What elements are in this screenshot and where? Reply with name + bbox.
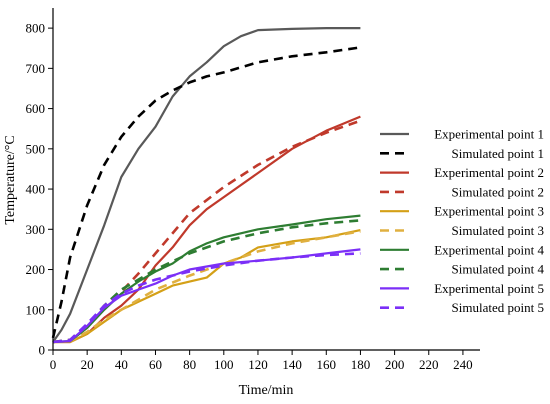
y-tick-label: 400 xyxy=(26,182,46,197)
x-tick-label: 20 xyxy=(81,357,94,372)
legend-label: Simulated point 5 xyxy=(452,300,544,315)
y-tick-label: 0 xyxy=(39,343,46,358)
x-ticks: 0 20 40 60 80 100 120 140 160 180 200 220 240 xyxy=(50,350,473,372)
series-line-6 xyxy=(52,230,361,344)
x-tick-label: 140 xyxy=(282,357,302,372)
x-tick-label: 120 xyxy=(248,357,268,372)
legend-label: Simulated point 3 xyxy=(452,223,544,238)
y-tick-label: 800 xyxy=(26,21,46,36)
x-tick-label: 80 xyxy=(183,357,196,372)
y-axis-title: Temperature/°C xyxy=(3,135,18,224)
x-tick-label: 60 xyxy=(149,357,162,372)
series-line-9 xyxy=(52,248,361,344)
series-line-1 xyxy=(52,27,361,343)
legend-label: Experimental point 2 xyxy=(434,165,544,180)
series-line-2 xyxy=(51,46,361,339)
series-line-10 xyxy=(52,252,361,344)
y-tick-label: 600 xyxy=(26,101,46,116)
x-tick-label: 200 xyxy=(385,357,405,372)
y-tick-label: 100 xyxy=(26,302,46,317)
y-tick-label: 300 xyxy=(26,222,46,237)
x-tick-label: 40 xyxy=(115,357,128,372)
legend-label: Experimental point 1 xyxy=(434,127,544,142)
series-line-8 xyxy=(52,219,361,344)
y-tick-label: 500 xyxy=(26,141,46,156)
x-tick-label: 160 xyxy=(317,357,337,372)
legend-label: Experimental point 4 xyxy=(434,242,544,257)
legend-label: Experimental point 5 xyxy=(434,281,544,296)
plot-lines xyxy=(51,27,361,344)
series-line-5 xyxy=(53,229,361,344)
y-tick-label: 200 xyxy=(26,262,46,277)
x-axis-title: Time/min xyxy=(239,383,294,398)
x-tick-label: 240 xyxy=(453,357,473,372)
series-line-7 xyxy=(52,214,361,344)
legend-label: Simulated point 4 xyxy=(452,262,545,277)
x-tick-label: 0 xyxy=(50,357,57,372)
legend: Experimental point 1 Simulated point 1 Exp… xyxy=(380,127,545,315)
x-tick-label: 180 xyxy=(351,357,371,372)
legend-label: Simulated point 2 xyxy=(452,184,544,199)
series-line-4 xyxy=(52,119,361,344)
axes xyxy=(52,8,480,351)
legend-label: Experimental point 3 xyxy=(434,204,544,219)
legend-label: Simulated point 1 xyxy=(452,146,544,161)
x-tick-label: 220 xyxy=(419,357,439,372)
y-tick-label: 700 xyxy=(26,61,46,76)
y-ticks: 0 100 200 300 400 500 600 700 800 xyxy=(26,21,53,358)
x-tick-label: 100 xyxy=(214,357,234,372)
series-line-3 xyxy=(53,115,361,344)
